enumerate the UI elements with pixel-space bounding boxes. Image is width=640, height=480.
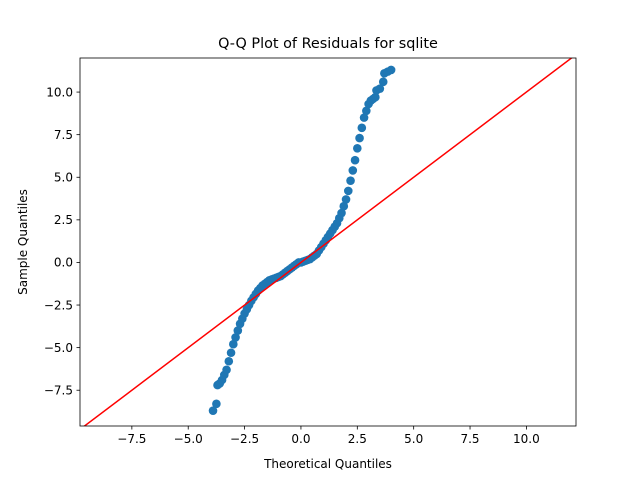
data-point <box>378 77 388 87</box>
data-point <box>341 195 351 204</box>
data-point <box>222 365 231 375</box>
data-point <box>348 166 358 175</box>
data-point <box>375 84 385 93</box>
data-point <box>233 326 243 335</box>
y-tick-label: 10.0 <box>46 85 73 99</box>
y-axis-label: Sample Quantiles <box>16 189 30 295</box>
data-point <box>355 133 364 143</box>
y-tick-label: −7.5 <box>44 384 73 398</box>
data-point <box>359 113 369 122</box>
x-tick-label: −7.5 <box>117 432 146 446</box>
chart-title: Q-Q Plot of Residuals for sqlite <box>218 36 438 52</box>
data-point <box>350 155 360 165</box>
y-tick-label: 2.5 <box>54 213 73 227</box>
data-point <box>343 186 353 196</box>
plot-frame <box>79 57 577 427</box>
data-point <box>353 144 362 153</box>
data-point <box>371 92 380 102</box>
data-point <box>212 399 221 409</box>
x-tick-label: −5.0 <box>174 432 203 446</box>
data-point <box>357 123 367 133</box>
data-point <box>339 201 349 211</box>
y-tick-label: −5.0 <box>44 341 73 355</box>
x-tick-label: 0.0 <box>291 432 310 446</box>
data-point <box>229 339 238 349</box>
x-tick-label: 2.5 <box>348 432 367 446</box>
x-tick-label: −2.5 <box>230 432 259 446</box>
x-axis-label: Theoretical Quantiles <box>263 457 392 471</box>
x-tick-label: 5.0 <box>404 432 423 446</box>
reference-line <box>83 58 573 426</box>
data-point <box>226 348 236 358</box>
data-points <box>208 65 396 415</box>
x-tick-label: 10.0 <box>513 432 540 446</box>
reference-line-layer <box>83 58 573 426</box>
y-tick-label: 0.0 <box>54 256 73 270</box>
data-point <box>224 356 234 366</box>
y-axis-ticks: −7.5 −5.0 −2.5 0.0 2.5 5.0 7.5 10.0 <box>44 85 80 398</box>
x-tick-label: 7.5 <box>460 432 479 446</box>
data-point <box>362 106 371 116</box>
data-point <box>386 65 396 75</box>
y-tick-label: −2.5 <box>44 298 73 312</box>
data-point <box>346 176 355 185</box>
x-axis-ticks: −7.5 −5.0 −2.5 0.0 2.5 5.0 7.5 10.0 <box>117 426 540 446</box>
y-tick-label: 7.5 <box>54 128 73 142</box>
data-point <box>231 333 240 342</box>
y-tick-label: 5.0 <box>54 171 73 185</box>
data-point <box>337 208 346 218</box>
data-point <box>208 406 218 415</box>
